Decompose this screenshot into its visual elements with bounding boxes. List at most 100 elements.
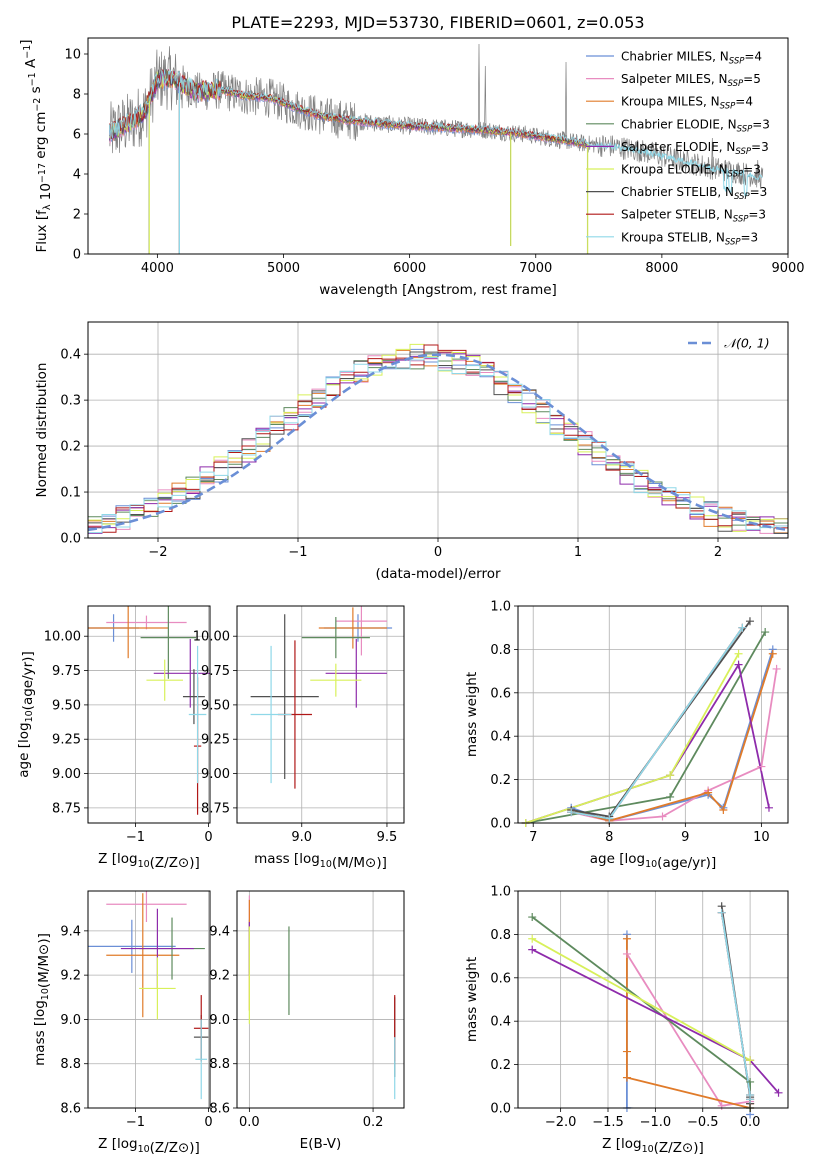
axes-frame bbox=[236, 605, 405, 824]
axes-frame bbox=[87, 37, 789, 255]
y-tick-label: 0 bbox=[73, 248, 81, 263]
x-tick-label: −1 bbox=[126, 1115, 145, 1130]
y-tick-label: 2 bbox=[73, 208, 81, 223]
x-tick-label: 9000 bbox=[771, 261, 804, 276]
y-tick-label: 8.6 bbox=[60, 1102, 81, 1117]
data-point-marker bbox=[666, 792, 675, 801]
plot-area bbox=[250, 606, 393, 789]
chart-spectrum: Chabrier MILES, NSSP=4 Salpeter MILES, NS… bbox=[18, 37, 805, 298]
data-point-marker bbox=[745, 617, 754, 626]
x-tick-label: −1.0 bbox=[640, 1115, 672, 1130]
chart-mass_vs_Z: −1 0 8.6 8.8 9.0 9.2 9.4 Z [log10(Z/Z⊙)] mass [l… bbox=[32, 890, 213, 1156]
y-tick-label: 9.75 bbox=[201, 664, 230, 679]
data-point-marker bbox=[757, 762, 766, 771]
axes-frame bbox=[517, 605, 789, 824]
x-tick-label: 0.2 bbox=[363, 1115, 384, 1130]
x-axis-label: wavelength [Angstrom, rest frame] bbox=[319, 282, 557, 298]
x-tick-label: −1 bbox=[126, 830, 145, 845]
x-tick-label: −0.5 bbox=[687, 1115, 719, 1130]
y-tick-label: 9.0 bbox=[209, 1013, 230, 1028]
x-axis-label: Z [log10(Z/Z⊙)] bbox=[602, 1136, 704, 1156]
y-tick-label: 0.4 bbox=[60, 348, 81, 363]
y-tick-label: 9.25 bbox=[201, 733, 230, 748]
legend-label: Kroupa ELODIE, NSSP=3 bbox=[621, 163, 761, 180]
x-tick-label: 1 bbox=[574, 545, 582, 560]
y-tick-label: 1.0 bbox=[490, 600, 511, 615]
y-tick-label: 9.00 bbox=[52, 767, 81, 782]
chart-mass_weight_vs_age: 7 8 9 10 0.0 0.2 0.4 0.6 0.8 1.0 age [log10(age/yr… bbox=[464, 600, 789, 871]
data-point-marker bbox=[528, 934, 537, 943]
y-tick-label: 8.8 bbox=[60, 1057, 81, 1072]
y-tick-label: 9.0 bbox=[60, 1013, 81, 1028]
y-tick-label: 9.00 bbox=[201, 767, 230, 782]
sky-line bbox=[711, 137, 714, 169]
x-tick-label: 10 bbox=[753, 830, 770, 845]
spectrum-data-line bbox=[109, 46, 764, 189]
y-tick-label: 9.75 bbox=[52, 664, 81, 679]
x-tick-label: 0 bbox=[204, 1115, 212, 1130]
legend-label: Chabrier STELIB, NSSP=3 bbox=[621, 185, 767, 202]
y-tick-label: 4 bbox=[73, 168, 81, 183]
data-point-marker bbox=[772, 664, 781, 673]
x-tick-label: 9.0 bbox=[291, 830, 312, 845]
x-tick-label: 0.0 bbox=[740, 1115, 761, 1130]
x-tick-label: 5000 bbox=[267, 261, 300, 276]
data-point-marker bbox=[622, 1047, 631, 1056]
chart-mass_weight_vs_Z: −2.0 −1.5 −1.0 −0.5 0.0 0.0 0.2 0.4 0.6 0.8 1.0 Z [… bbox=[464, 885, 789, 1156]
y-tick-label: 0.3 bbox=[60, 394, 81, 409]
data-point-marker bbox=[666, 771, 675, 780]
model-spectrum-line bbox=[585, 141, 763, 198]
data-point-marker bbox=[717, 908, 726, 917]
y-tick-label: 10.00 bbox=[44, 630, 81, 645]
y-tick-label: 8.75 bbox=[52, 801, 81, 816]
data-point-marker bbox=[738, 623, 747, 632]
x-tick-label: 0 bbox=[434, 545, 442, 560]
plot-area bbox=[248, 895, 396, 1100]
plot-area bbox=[109, 43, 764, 254]
normal-curve-line bbox=[88, 353, 788, 532]
plot-area bbox=[88, 343, 788, 534]
chart-age_vs_Z: −1 0 8.75 9.00 9.25 9.50 9.75 10.00 Z [log10(Z/Z… bbox=[16, 605, 213, 871]
y-tick-label: 0.2 bbox=[490, 773, 511, 788]
x-tick-label: 0 bbox=[204, 830, 212, 845]
data-point-marker bbox=[567, 808, 576, 817]
mass-weight-line bbox=[531, 937, 751, 1062]
sky-line bbox=[564, 61, 568, 141]
model-spectrum-line bbox=[109, 68, 587, 145]
chart-mass_vs_ebv: 0.0 0.2 8.6 8.8 9.0 9.2 9.4 E(B-V) bbox=[209, 890, 405, 1152]
data-point-marker bbox=[768, 649, 777, 658]
y-tick-label: 0.2 bbox=[60, 440, 81, 455]
axes-frame bbox=[517, 890, 789, 1109]
x-tick-label: 0.0 bbox=[239, 1115, 260, 1130]
x-tick-label: −2.0 bbox=[545, 1115, 577, 1130]
y-tick-label: 9.25 bbox=[52, 733, 81, 748]
y-axis-label: age [log10(age/yr)] bbox=[16, 651, 36, 777]
data-point-marker bbox=[704, 788, 713, 797]
y-axis-label: Normed distribution bbox=[34, 363, 50, 498]
y-axis-label: Flux [fλ 10−17 erg cm−2 s−1 A−1] bbox=[18, 39, 54, 252]
y-tick-label: 10.00 bbox=[193, 630, 230, 645]
data-point-marker bbox=[528, 945, 537, 954]
sky-line bbox=[484, 65, 487, 131]
y-tick-label: 6 bbox=[73, 128, 81, 143]
sky-line bbox=[477, 43, 481, 130]
data-point-marker bbox=[719, 805, 728, 814]
x-tick-label: 8000 bbox=[645, 261, 678, 276]
axes-frame bbox=[87, 890, 211, 1109]
y-tick-label: 0.0 bbox=[490, 817, 511, 832]
axes-frame bbox=[236, 890, 405, 1109]
data-point-marker bbox=[734, 649, 743, 658]
y-tick-label: 9.50 bbox=[52, 698, 81, 713]
axes-frame bbox=[87, 605, 211, 824]
x-tick-label: 9 bbox=[681, 830, 689, 845]
y-tick-label: 0.0 bbox=[490, 1102, 511, 1117]
data-point-marker bbox=[746, 1095, 755, 1104]
legend-label: 𝒩(0, 1) bbox=[724, 336, 770, 351]
x-axis-label: E(B-V) bbox=[300, 1136, 342, 1152]
y-tick-label: 0.8 bbox=[490, 928, 511, 943]
legend-label: Kroupa MILES, NSSP=4 bbox=[621, 95, 753, 112]
y-tick-label: 0.6 bbox=[490, 971, 511, 986]
x-tick-label: 8 bbox=[605, 830, 613, 845]
y-tick-label: 8.6 bbox=[209, 1102, 230, 1117]
